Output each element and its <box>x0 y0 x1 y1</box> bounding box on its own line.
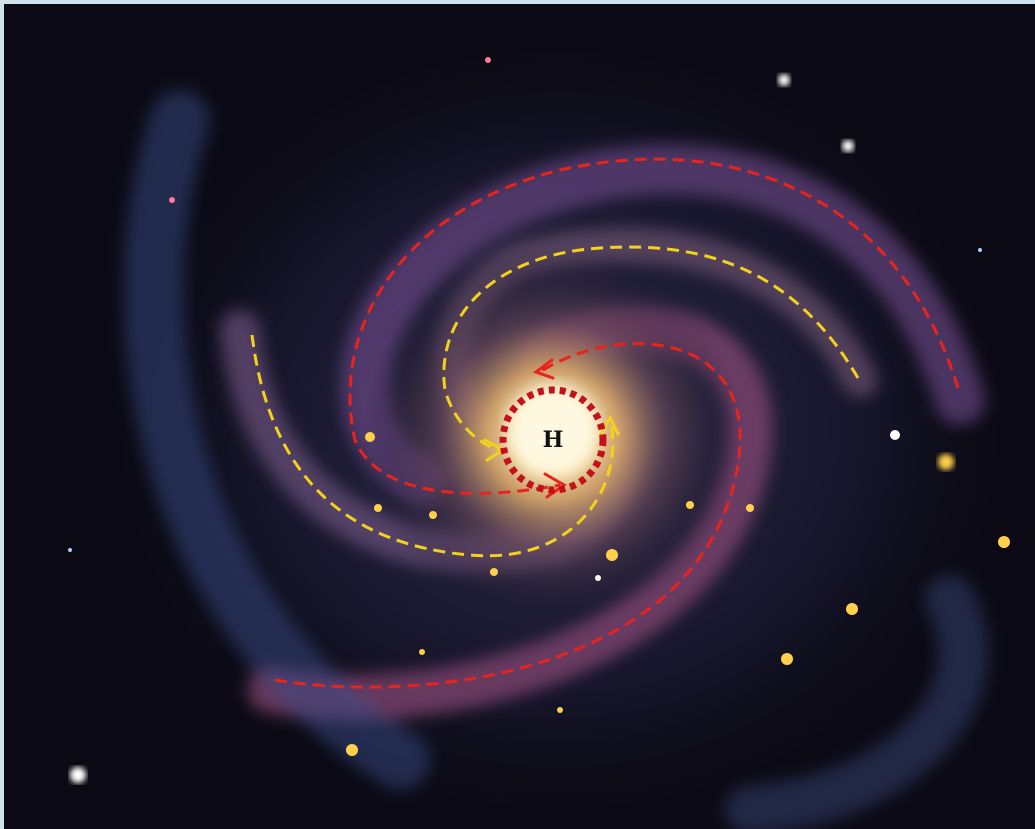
center-circle <box>499 386 607 494</box>
yellow-arrow-inner <box>442 245 860 452</box>
yellow-arrow-outer <box>250 334 615 558</box>
flow-arrows <box>250 157 960 689</box>
stars <box>68 57 1010 783</box>
core-glow <box>508 385 598 475</box>
red-arrow-inner <box>348 157 960 495</box>
center-label: H <box>543 427 564 453</box>
red-arrow-outer <box>274 342 742 689</box>
